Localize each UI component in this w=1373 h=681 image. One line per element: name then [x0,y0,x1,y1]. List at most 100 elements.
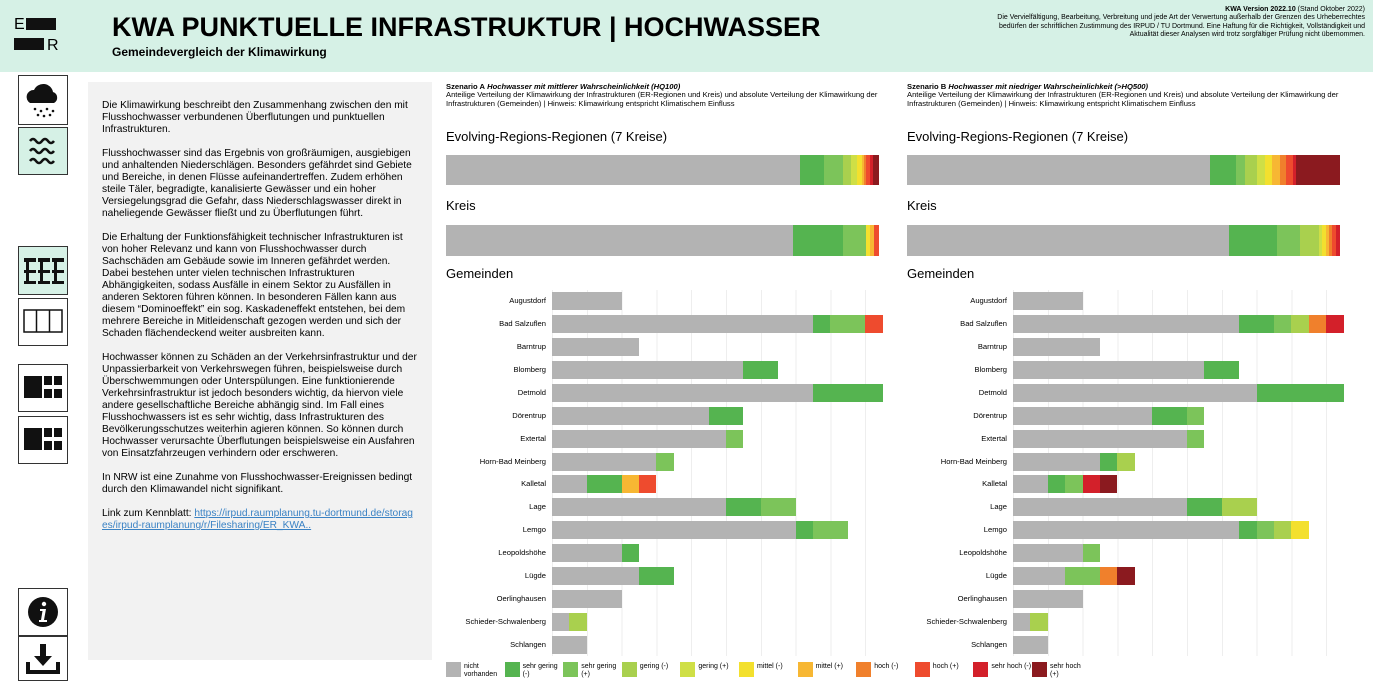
bar-segment [1300,225,1320,256]
icon-rain[interactable] [18,75,68,125]
bar-segment [1256,521,1274,540]
bar-segment [1013,314,1240,333]
bar-segment [1272,155,1280,185]
legend-swatch [739,662,754,677]
category-label: Bad Salzuflen [960,318,1007,328]
category-label: Barntrup [516,341,546,351]
category-label: Kalletal [982,479,1007,489]
bar-segment [1279,155,1286,185]
bar-segment [1265,155,1272,185]
bar-segment [907,225,1230,256]
legend-swatch [797,662,813,677]
bar-segment [639,475,657,494]
bar-segment [552,498,726,517]
bar-segment [552,635,587,654]
category-label: Extertal [981,433,1007,443]
category-label: Lemgo [983,525,1007,535]
bar-segment [874,225,879,256]
bar-segment [552,360,744,379]
bar-segment [1285,155,1293,185]
bar-segment [726,498,761,517]
legend-label: sehr hoch (-) [991,663,1032,670]
category-label: Detmold [517,387,546,397]
section-title: Gemeinden [446,266,514,281]
bar-segment [1187,429,1205,448]
scenario-description: Anteilige Verteilung der Klimawirkung de… [446,90,878,108]
bar-segment [1274,314,1292,333]
bar-segment [1274,521,1292,540]
category-label: Augustdorf [509,296,546,305]
bar-segment [639,567,674,586]
bar-segment [1326,314,1344,333]
bar-segment [1013,613,1031,632]
bar-segment [1013,383,1257,402]
scenario-label: Szenario B [907,82,947,91]
legend-swatch [563,662,579,677]
kennblatt-link[interactable]: https://irpud.raumplanung.tu-dortmund.de… [102,508,413,531]
category-label: Dörentrup [973,410,1007,420]
bar-segment [446,155,801,185]
scenario-description: Anteilige Verteilung der Klimawirkung de… [907,90,1339,108]
category-label: Detmold [978,387,1007,397]
bar-segment [824,155,844,185]
bar-segment [1295,155,1340,185]
category-label: Schlangen [510,639,546,649]
bar-segment [865,225,871,256]
category-label: Schieder-Schwalenberg [465,617,546,627]
bar-segment [569,613,587,632]
bar-segment [830,314,866,333]
bar-segment [1326,225,1330,256]
bar-segment [621,544,639,563]
bar-segment [1082,544,1100,563]
legend-swatch [856,662,872,677]
bar-segment [552,292,622,310]
bar-segment [1117,567,1135,586]
bar-segment [800,155,824,185]
icon-scenario-b[interactable] [18,416,68,464]
bar-segment [1236,155,1246,185]
legend-swatch [504,662,520,677]
bar-segment [552,383,813,402]
bar-segment [1277,225,1301,256]
icon-info[interactable] [18,588,68,636]
category-label: Bad Salzuflen [499,318,546,328]
bar-segment [552,406,709,425]
bar-segment [1187,406,1205,425]
category-label: Augustdorf [970,296,1007,305]
category-label: Blomberg [974,364,1008,374]
bar-segment [1013,544,1083,563]
scenario-label: Szenario A [446,82,485,91]
icon-abc[interactable] [18,298,68,346]
category-label: Oerlinghausen [957,594,1007,604]
category-label: Horn-Bad Meinberg [940,456,1007,466]
bar-segment [1221,498,1257,517]
bar-segment [1100,452,1118,471]
link-label: Link zum Kennblatt: [102,508,192,519]
bar-segment [1013,292,1083,310]
category-label: Blomberg [513,364,547,374]
bar-segment [656,452,674,471]
section-title: Kreis [446,198,476,213]
bar-segment [1210,155,1237,185]
bar-segment [1013,635,1048,654]
bar-segment [552,475,587,494]
logo-top: E [14,16,25,33]
icon-download[interactable] [18,636,68,681]
bar-segment [1152,406,1187,425]
version-box: KWA Version 2022.10 (Stand Oktober 2022)… [985,6,1365,39]
paragraph: Die Erhaltung der Funktionsfähigkeit tec… [102,232,406,339]
scenario-heading: Szenario B Hochwasser mit niedriger Wahr… [907,82,1362,108]
bar-segment [743,360,779,379]
bar-segment [1245,155,1258,185]
description: Die Klimawirkung beschreibt den Zusammen… [102,100,418,544]
icon-scenario-a[interactable] [18,364,68,412]
bar-segment [1013,429,1187,448]
bar-segment [1013,521,1240,540]
bar-segment [552,452,657,471]
icon-waves[interactable] [18,127,68,175]
bar-segment [552,314,813,333]
category-label: Oerlinghausen [496,594,546,604]
legend-swatch [446,662,461,677]
bar-segment [1047,475,1066,494]
icon-infrastructure[interactable] [18,246,68,295]
